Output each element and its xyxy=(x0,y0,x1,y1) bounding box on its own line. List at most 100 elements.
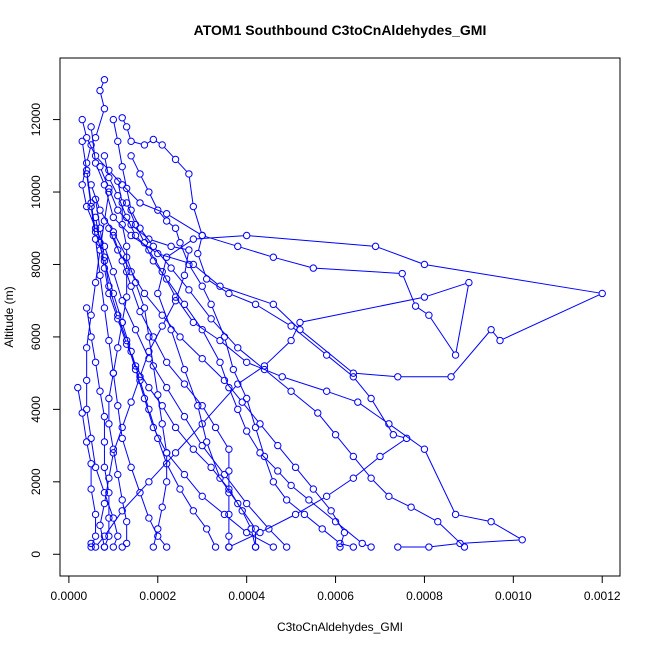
data-point xyxy=(127,152,135,160)
data-point xyxy=(131,220,140,229)
data-point xyxy=(105,336,113,345)
data-point xyxy=(162,543,171,551)
series-segment xyxy=(240,246,271,257)
data-point xyxy=(256,420,264,428)
series-segment xyxy=(109,180,117,193)
data-point xyxy=(171,449,180,457)
data-point xyxy=(336,543,344,551)
series-segment xyxy=(275,306,299,328)
data-point xyxy=(460,543,469,551)
data-point xyxy=(242,427,251,435)
data-point xyxy=(465,278,473,287)
data-point xyxy=(131,231,140,240)
data-point xyxy=(87,539,95,548)
data-point xyxy=(100,105,109,113)
data-point xyxy=(136,199,144,207)
series-segment xyxy=(113,430,122,450)
series-segment xyxy=(82,416,87,439)
series-segment xyxy=(190,266,201,284)
data-point xyxy=(367,543,375,551)
series-segment xyxy=(134,141,142,145)
x-tick-label: 0.0002 xyxy=(139,589,176,603)
data-series xyxy=(109,115,469,551)
data-series xyxy=(105,224,349,551)
y-axis-label: Altitude (m) xyxy=(2,286,16,347)
series-segment xyxy=(109,191,118,208)
series-segment xyxy=(91,205,96,229)
data-point xyxy=(100,253,109,261)
data-point xyxy=(109,231,118,240)
series-segment xyxy=(196,235,244,240)
series-segment xyxy=(417,307,427,314)
data-point xyxy=(145,383,153,392)
data-point xyxy=(100,499,109,508)
data-point xyxy=(376,452,384,461)
data-point xyxy=(91,195,100,203)
series-segment xyxy=(113,122,118,139)
data-point xyxy=(140,239,149,247)
series-segment xyxy=(124,483,148,509)
series-segment xyxy=(230,491,241,509)
series-segment xyxy=(113,521,118,534)
data-point xyxy=(118,199,126,207)
data-point xyxy=(251,423,260,432)
series-segment xyxy=(163,274,175,295)
data-point xyxy=(105,166,113,174)
series-segment xyxy=(162,484,167,505)
series-segment xyxy=(131,379,140,400)
data-point xyxy=(451,510,460,519)
data-point xyxy=(78,181,86,189)
data-point xyxy=(274,467,282,475)
data-point xyxy=(82,405,91,414)
series-segment xyxy=(117,184,123,200)
series-segment xyxy=(198,408,207,439)
data-point xyxy=(167,264,175,272)
data-point xyxy=(194,249,202,258)
data-point xyxy=(269,543,278,551)
data-point xyxy=(100,412,109,421)
data-point xyxy=(456,539,464,548)
data-point xyxy=(140,141,149,149)
data-point xyxy=(145,514,153,522)
data-point xyxy=(114,470,122,479)
data-point xyxy=(82,166,91,174)
series-segment xyxy=(258,305,289,325)
data-point xyxy=(487,325,495,334)
series-segment xyxy=(297,469,312,487)
data-point xyxy=(100,76,109,84)
data-point xyxy=(114,177,122,185)
data-point xyxy=(434,517,442,526)
data-point xyxy=(109,543,118,551)
x-tick-label: 0.0010 xyxy=(495,589,532,603)
series-segment xyxy=(226,382,241,400)
series-segment xyxy=(113,350,118,371)
data-point xyxy=(447,373,455,381)
series-segment xyxy=(270,530,285,546)
data-point xyxy=(96,271,104,280)
data-point xyxy=(198,231,206,240)
data-point xyxy=(371,242,380,251)
data-point xyxy=(100,242,109,251)
data-point xyxy=(242,499,251,508)
series-segment xyxy=(204,360,223,379)
series-segment xyxy=(91,285,96,313)
series-segment xyxy=(402,276,415,304)
data-point xyxy=(171,296,180,305)
series-segment xyxy=(262,515,293,532)
data-point xyxy=(198,420,206,428)
data-point xyxy=(122,517,131,526)
series-segment xyxy=(158,296,171,327)
data-series xyxy=(118,114,411,551)
series-segment xyxy=(140,354,149,374)
series-segment xyxy=(181,338,201,357)
data-point xyxy=(87,333,95,341)
data-series xyxy=(105,177,131,551)
series-segment xyxy=(458,514,489,522)
series-segment xyxy=(177,161,188,172)
data-point xyxy=(96,239,104,247)
series-segment xyxy=(104,311,109,338)
series-segment xyxy=(155,140,160,144)
series-segment xyxy=(243,513,251,527)
data-point xyxy=(78,115,86,124)
series-segment xyxy=(188,177,194,204)
